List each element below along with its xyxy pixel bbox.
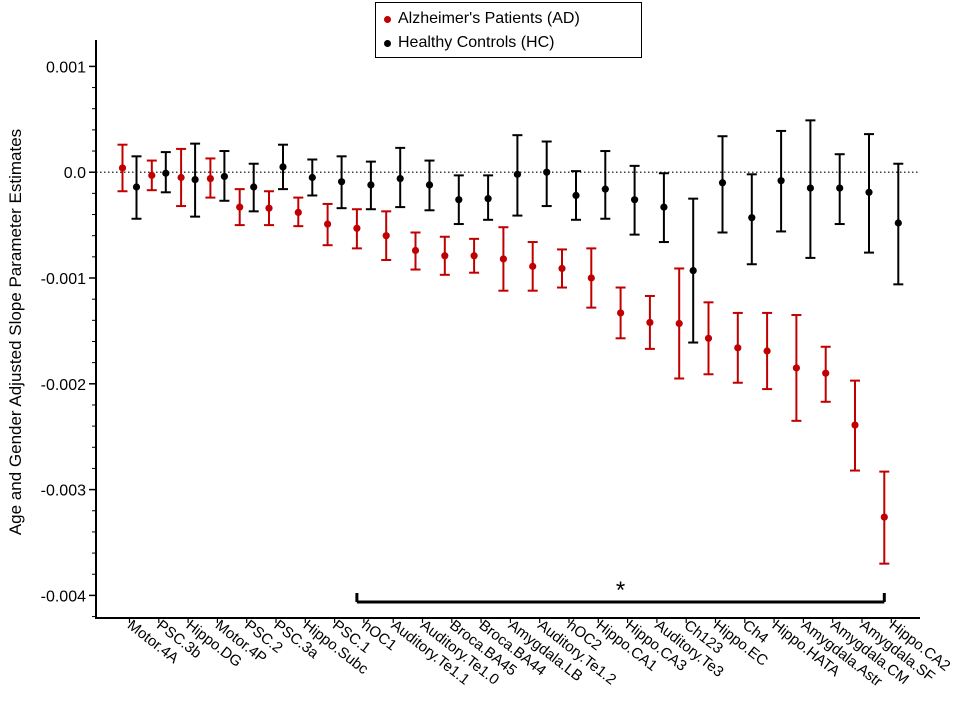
- data-point: [220, 172, 228, 181]
- data-point: [894, 219, 902, 227]
- y-tick-label: -0.004: [41, 588, 86, 605]
- data-point: [338, 178, 346, 186]
- data-point: [396, 174, 404, 183]
- data-point: [177, 173, 185, 182]
- data-point: [513, 170, 522, 178]
- data-point: [425, 181, 434, 189]
- data-point: [118, 164, 127, 172]
- data-point: [132, 183, 141, 191]
- y-tick-label: -0.002: [41, 377, 86, 394]
- data-point: [631, 196, 639, 204]
- data-point: [411, 246, 420, 255]
- data-point: [367, 181, 375, 189]
- data-point: [880, 513, 888, 521]
- data-point: [206, 174, 214, 183]
- significance-star: *: [616, 577, 625, 604]
- data-point: [484, 195, 492, 203]
- data-point: [250, 183, 258, 191]
- data-point: [236, 203, 244, 211]
- y-tick-label: -0.003: [41, 483, 86, 500]
- legend-label-hc: Healthy Controls (HC): [398, 34, 555, 51]
- y-axis: 0.001 0.0 -0.001 -0.002 -0.003 -0.004: [41, 59, 96, 618]
- data-point: [763, 347, 771, 355]
- legend-marker-ad: [384, 15, 391, 23]
- legend-item-ad: Alzheimer's Patients (AD): [384, 8, 580, 30]
- data-point: [279, 163, 287, 171]
- data-point: [689, 266, 697, 275]
- data-point: [704, 334, 713, 342]
- data-point: [617, 309, 625, 317]
- data-point: [324, 220, 332, 228]
- series-hc: [131, 119, 904, 344]
- data-point: [572, 191, 580, 200]
- legend-label-ad: Alzheimer's Patients (AD): [398, 10, 580, 27]
- data-point: [148, 171, 156, 179]
- x-axis: Motor.4APSC.3bHippo.DGMotor.4PPSC.2PSC.3…: [124, 617, 953, 690]
- y-axis-label: Age and Gender Adjusted Slope Parameter …: [6, 129, 25, 535]
- data-point: [499, 255, 507, 263]
- legend-item-hc: Healthy Controls (HC): [384, 32, 554, 54]
- data-point: [748, 214, 756, 222]
- legend: Alzheimer's Patients (AD) Healthy Contro…: [375, 2, 642, 58]
- data-point: [455, 196, 463, 204]
- data-point: [191, 176, 199, 184]
- data-point: [806, 184, 815, 192]
- data-point: [836, 184, 844, 192]
- data-point: [470, 252, 478, 260]
- data-point: [441, 252, 449, 260]
- data-point: [353, 224, 361, 232]
- data-point: [265, 204, 273, 212]
- series-layer: [117, 119, 904, 565]
- data-point: [587, 274, 595, 282]
- data-point: [792, 364, 801, 372]
- data-point: [601, 185, 609, 193]
- data-point: [529, 262, 537, 270]
- data-point: [660, 203, 668, 211]
- data-point: [675, 319, 683, 328]
- significance-annotation: *: [355, 577, 886, 604]
- series-ad: [117, 143, 890, 565]
- data-point: [777, 177, 785, 185]
- data-point: [646, 318, 654, 327]
- data-point: [382, 232, 390, 240]
- data-point: [558, 264, 566, 273]
- y-tick-label: -0.001: [41, 271, 86, 288]
- data-point: [851, 421, 859, 429]
- legend-marker-hc: [384, 39, 391, 47]
- data-point: [865, 188, 873, 196]
- data-point: [162, 169, 170, 177]
- data-point: [718, 179, 727, 187]
- data-point: [822, 369, 830, 377]
- data-point: [308, 173, 316, 182]
- data-point: [543, 168, 551, 176]
- data-point: [294, 208, 302, 217]
- y-tick-label: 0.0: [64, 165, 86, 182]
- data-point: [734, 344, 742, 352]
- y-tick-label: 0.001: [46, 59, 86, 76]
